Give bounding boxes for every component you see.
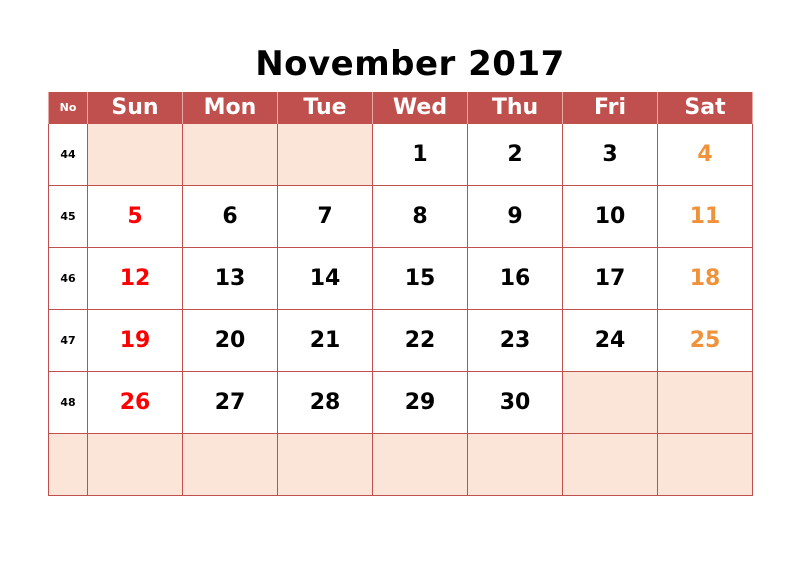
day-cell: 13 (182, 247, 278, 310)
day-cell: 27 (182, 371, 278, 434)
day-cell: 11 (657, 185, 753, 248)
day-cell (372, 433, 468, 496)
header-friday: Fri (562, 92, 658, 124)
week-number: 46 (48, 247, 88, 310)
header-monday: Mon (182, 92, 278, 124)
header-tuesday: Tue (277, 92, 373, 124)
week-number: 45 (48, 185, 88, 248)
week-number: 44 (48, 123, 88, 186)
header-sunday: Sun (87, 92, 183, 124)
day-cell: 25 (657, 309, 753, 372)
day-cell: 24 (562, 309, 658, 372)
week-row: 47 19 20 21 22 23 24 25 (48, 309, 753, 372)
day-cell (657, 371, 753, 434)
week-number: 47 (48, 309, 88, 372)
day-cell (87, 433, 183, 496)
header-row: No Sun Mon Tue Wed Thu Fri Sat (48, 92, 753, 124)
day-cell: 23 (467, 309, 563, 372)
calendar-body: 44 1 2 3 4 45 5 6 7 8 9 10 11 46 12 13 14 15 16 17 18 47 19 20 2… (48, 123, 753, 496)
day-cell (562, 371, 658, 434)
week-row: 48 26 27 28 29 30 (48, 371, 753, 434)
calendar-grid: No Sun Mon Tue Wed Thu Fri Sat 44 1 2 3 4 45 5… (48, 92, 753, 496)
day-cell: 5 (87, 185, 183, 248)
day-cell: 30 (467, 371, 563, 434)
day-cell (657, 433, 753, 496)
day-cell: 28 (277, 371, 373, 434)
day-cell: 17 (562, 247, 658, 310)
week-number: 48 (48, 371, 88, 434)
week-row: 44 1 2 3 4 (48, 123, 753, 186)
day-cell: 4 (657, 123, 753, 186)
calendar-title: November 2017 (255, 44, 565, 84)
day-cell (182, 123, 278, 186)
header-wednesday: Wed (372, 92, 468, 124)
day-cell: 15 (372, 247, 468, 310)
day-cell: 12 (87, 247, 183, 310)
week-row: 46 12 13 14 15 16 17 18 (48, 247, 753, 310)
day-cell: 19 (87, 309, 183, 372)
day-cell: 9 (467, 185, 563, 248)
header-thursday: Thu (467, 92, 563, 124)
day-cell (277, 123, 373, 186)
day-cell (87, 123, 183, 186)
day-cell: 22 (372, 309, 468, 372)
day-cell (182, 433, 278, 496)
day-cell: 6 (182, 185, 278, 248)
day-cell: 20 (182, 309, 278, 372)
day-cell: 18 (657, 247, 753, 310)
week-row: 45 5 6 7 8 9 10 11 (48, 185, 753, 248)
day-cell: 2 (467, 123, 563, 186)
day-cell: 14 (277, 247, 373, 310)
header-week-number: No (48, 92, 88, 124)
day-cell: 26 (87, 371, 183, 434)
day-cell (467, 433, 563, 496)
day-cell (277, 433, 373, 496)
week-row (48, 433, 753, 496)
day-cell: 7 (277, 185, 373, 248)
day-cell: 21 (277, 309, 373, 372)
header-saturday: Sat (657, 92, 753, 124)
day-cell (562, 433, 658, 496)
day-cell: 10 (562, 185, 658, 248)
week-number (48, 433, 88, 496)
day-cell: 29 (372, 371, 468, 434)
day-cell: 16 (467, 247, 563, 310)
day-cell: 1 (372, 123, 468, 186)
day-cell: 3 (562, 123, 658, 186)
day-cell: 8 (372, 185, 468, 248)
